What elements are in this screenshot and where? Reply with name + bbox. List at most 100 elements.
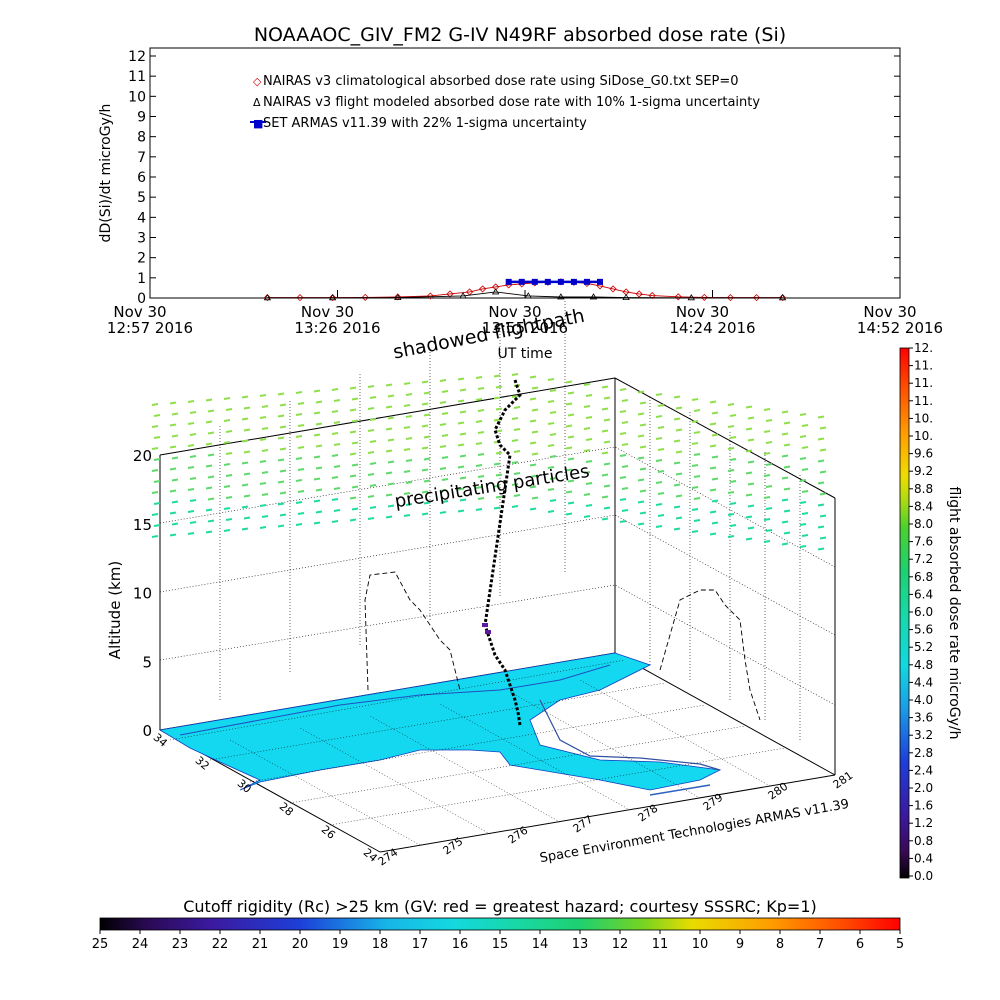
particle-dash <box>385 493 393 497</box>
particle-dash <box>819 492 827 496</box>
particle-dash <box>295 435 303 438</box>
particle-dash <box>207 475 215 479</box>
particle-dash <box>601 407 609 411</box>
particle-dash <box>747 416 755 420</box>
particle-dash <box>457 509 465 513</box>
particle-dash <box>313 433 321 437</box>
particle-dash <box>727 447 735 450</box>
altitude-tick-label: 20 <box>133 447 152 465</box>
particle-dash <box>673 395 681 399</box>
particle-dash <box>279 425 287 429</box>
particle-dash <box>547 444 555 447</box>
y-tick-label: 10 <box>128 89 146 105</box>
particle-dash <box>223 485 231 488</box>
y-tick-label: 5 <box>137 190 146 206</box>
particle-dash <box>387 482 395 486</box>
rigidity-colorbar: Cutoff rigidity (Rc) >25 km (GV: red = g… <box>92 897 904 952</box>
particle-dash <box>549 477 557 480</box>
particle-dash <box>637 500 645 504</box>
particle-dash <box>187 444 195 447</box>
x-tick-label: 13:55 2016 <box>482 319 568 337</box>
particle-dash <box>403 404 411 407</box>
particle-dash <box>511 417 519 420</box>
y-tick-label: 12 <box>128 49 146 65</box>
particle-dash <box>439 423 447 426</box>
particle-dash <box>279 469 287 473</box>
particle-dash <box>297 424 305 427</box>
particle-dash <box>367 451 375 454</box>
particle-dash <box>331 520 339 523</box>
particle-dash <box>783 443 791 447</box>
particle-dash <box>349 474 357 478</box>
particle-dash <box>225 408 233 411</box>
particle-dash <box>367 517 375 520</box>
particle-dash <box>367 385 375 388</box>
particle-dash <box>673 505 681 509</box>
particle-dash <box>259 438 267 441</box>
rigidity-tick-label: 20 <box>292 937 309 952</box>
particle-dash <box>349 430 357 434</box>
particle-dash <box>459 498 467 502</box>
particle-dash <box>477 387 485 390</box>
particle-dash <box>621 509 629 512</box>
legend-marker-diamond: ◇ <box>253 75 262 88</box>
rigidity-tick-label: 24 <box>132 937 149 952</box>
particle-dash <box>421 402 429 406</box>
particle-dash <box>781 410 789 414</box>
particle-dash <box>693 431 701 434</box>
particle-dash <box>567 457 575 461</box>
particle-dash <box>781 476 789 480</box>
particle-dash <box>783 531 791 535</box>
particle-dash <box>207 453 215 457</box>
particle-dash <box>567 391 575 395</box>
particle-dash <box>709 444 717 448</box>
altitude-tick-label: 15 <box>133 516 152 534</box>
particle-dash <box>223 419 231 422</box>
particle-dash <box>423 457 431 461</box>
particle-dash <box>457 421 465 425</box>
particle-dash <box>675 494 683 498</box>
particle-dash <box>657 404 665 407</box>
colorbar-ticks: 0.0 0.4 0.8 1.2 1.6 2.0 2.4 2.8 3.2 3.6 4.0 4.4 4.8 5… <box>909 341 933 883</box>
particle-dash <box>405 481 413 484</box>
particle-dash <box>457 443 465 447</box>
particle-dash <box>405 415 413 418</box>
particle-dash <box>565 446 573 450</box>
colorbar-tick-label: 0.4 <box>914 851 933 865</box>
particle-dash <box>259 482 267 485</box>
particle-dash <box>765 529 773 532</box>
particle-dash <box>331 476 339 479</box>
colorbar-tick-label: 4.4 <box>914 675 933 689</box>
y-tick-label: 4 <box>137 210 146 226</box>
particle-dash <box>619 476 627 479</box>
particle-dash <box>783 509 791 513</box>
particle-dash <box>655 503 663 506</box>
particle-dash <box>799 545 807 548</box>
particle-dash <box>333 421 341 424</box>
legend-item-flight-modeled: Δ NAIRAS v3 flight modeled absorbed dose… <box>253 95 760 110</box>
coastline <box>649 784 711 796</box>
particle-dash <box>205 398 213 402</box>
particle-dash <box>279 447 287 451</box>
particle-dash <box>439 445 447 448</box>
particle-dash <box>619 454 627 457</box>
particle-dash <box>477 475 485 478</box>
particle-dash <box>189 455 197 458</box>
particle-dash <box>277 480 285 484</box>
particle-dash <box>639 467 647 471</box>
particle-dash <box>639 445 647 449</box>
particle-dash <box>765 441 773 444</box>
particle-dash <box>171 412 179 416</box>
colorbar-tick-label: 4.0 <box>914 693 933 707</box>
legend-label: NAIRAS v3 flight modeled absorbed dose r… <box>263 95 760 110</box>
particle-dash <box>171 522 179 526</box>
particle-dash <box>477 431 485 434</box>
data-point <box>446 290 454 298</box>
particle-dash <box>637 522 645 526</box>
particle-dash <box>259 504 267 507</box>
particle-dash <box>529 441 537 445</box>
particle-dash <box>171 434 179 438</box>
particle-dash <box>729 524 737 527</box>
particle-dash <box>151 447 159 450</box>
